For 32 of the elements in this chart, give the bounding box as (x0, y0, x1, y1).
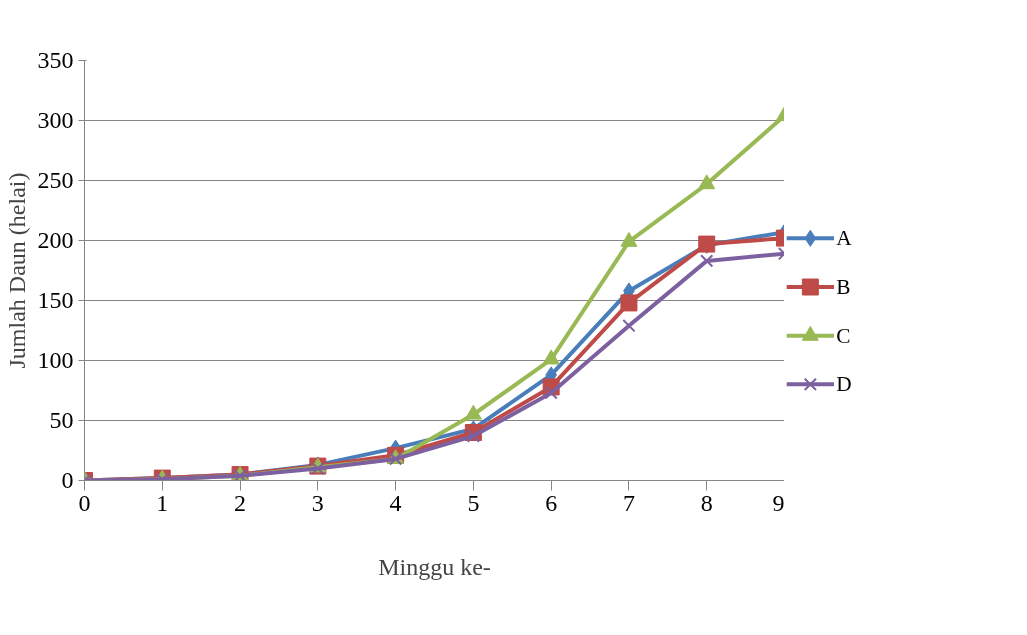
point (622, 319, 636, 333)
legend-label: B (836, 275, 851, 300)
legend-label: C (836, 323, 851, 348)
y-tick-label: 0 (61, 467, 74, 493)
y-tick-label: 150 (37, 287, 74, 313)
x-tick-label: 5 (467, 489, 480, 516)
y-tick-label: 100 (37, 347, 74, 373)
point (542, 349, 560, 365)
point (544, 386, 558, 400)
y-tick-label: 50 (49, 407, 74, 433)
x-tick-label: 7 (622, 489, 635, 516)
point (464, 404, 482, 420)
y-tick-label: 250 (37, 167, 74, 193)
y-tick-label: 200 (37, 227, 74, 253)
y-tick-label: 300 (37, 107, 74, 133)
x-tick-label: 4 (389, 489, 402, 516)
y-tick-label: 350 (37, 47, 74, 73)
x-tick-label: 3 (311, 489, 324, 516)
x-tick-label: 8 (700, 489, 713, 516)
point (311, 461, 325, 476)
point (620, 294, 638, 312)
legend-label: A (836, 226, 853, 251)
x-tick-label: 2 (234, 489, 247, 516)
x-axis-title: Minggu ke- (378, 553, 491, 580)
x-tick-label: 0 (78, 489, 91, 516)
point (700, 254, 714, 268)
x-tick-label: 9 (772, 489, 785, 516)
x-tick-label: 1 (156, 489, 169, 516)
y-axis-title: Jumlah Daun (helai) (3, 172, 30, 369)
legend-label: D (836, 372, 852, 397)
point (466, 429, 481, 443)
x-tick-label: 6 (545, 489, 558, 516)
